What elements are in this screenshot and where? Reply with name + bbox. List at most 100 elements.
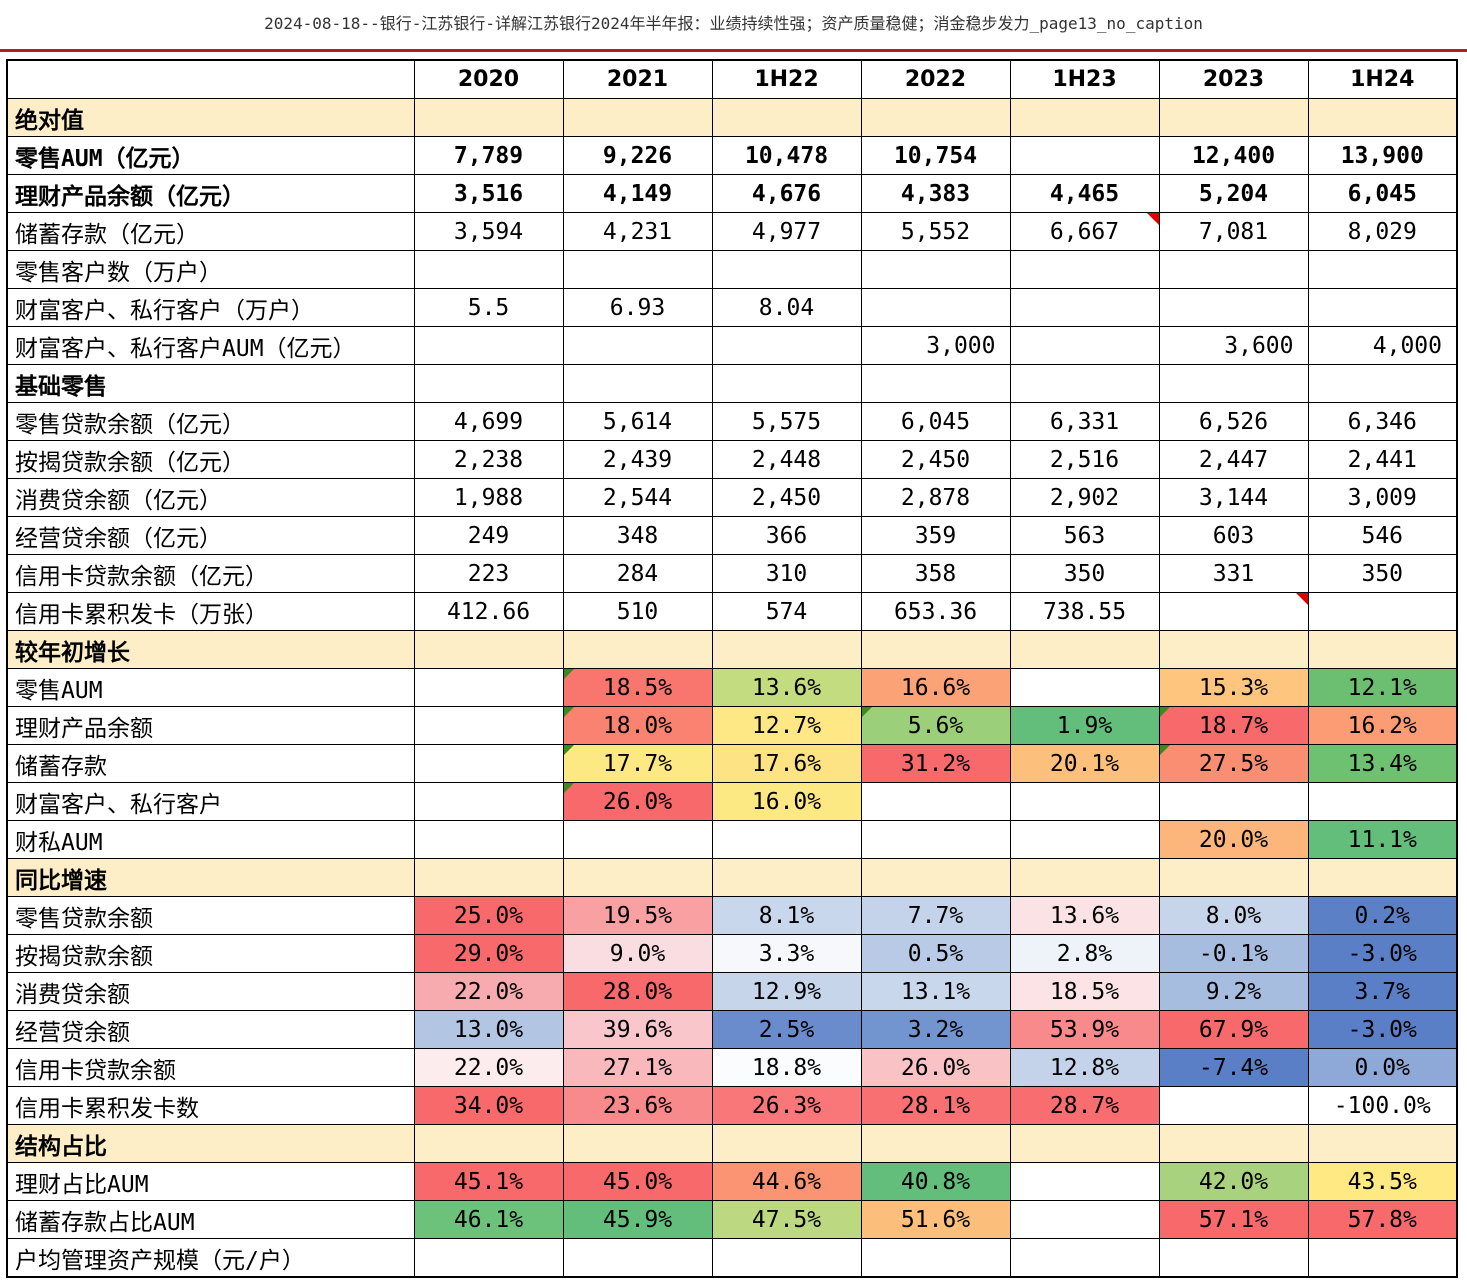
row-label-cell[interactable]: 信用卡贷款余额 [6,1048,415,1087]
data-cell[interactable] [860,250,1011,289]
data-cell[interactable]: 2,544 [562,478,713,517]
data-cell[interactable]: 23.6% [562,1086,713,1125]
data-cell[interactable]: 348 [562,516,713,555]
data-cell[interactable]: 17.6% [711,744,862,783]
data-cell[interactable]: 4,676 [711,174,862,213]
data-cell[interactable]: 39.6% [562,1010,713,1049]
data-cell[interactable] [1307,630,1458,669]
data-cell[interactable]: 359 [860,516,1011,555]
data-cell[interactable]: 45.0% [562,1162,713,1201]
data-cell[interactable] [1158,250,1309,289]
data-cell[interactable]: 358 [860,554,1011,593]
row-label-cell[interactable]: 按揭贷款余额（亿元） [6,440,415,479]
data-cell[interactable]: 3,144 [1158,478,1309,517]
data-cell[interactable] [1158,858,1309,897]
column-header[interactable]: 2023 [1158,59,1309,99]
row-label-cell[interactable]: 较年初增长 [6,630,415,669]
data-cell[interactable] [413,858,564,897]
data-cell[interactable]: 5.6% [860,706,1011,745]
data-cell[interactable] [413,1238,564,1277]
data-cell[interactable] [1158,630,1309,669]
data-cell[interactable]: 45.9% [562,1200,713,1239]
data-cell[interactable] [1009,820,1160,859]
data-cell[interactable]: 6.93 [562,288,713,327]
data-cell[interactable]: 2,516 [1009,440,1160,479]
row-label-cell[interactable]: 零售AUM（亿元） [6,136,415,175]
data-cell[interactable]: 19.5% [562,896,713,935]
data-cell[interactable]: 53.9% [1009,1010,1160,1049]
data-cell[interactable]: 27.5% [1158,744,1309,783]
header-corner-cell[interactable] [6,59,415,99]
data-cell[interactable]: 20.0% [1158,820,1309,859]
data-cell[interactable]: 0.2% [1307,896,1458,935]
data-cell[interactable]: -3.0% [1307,934,1458,973]
column-header[interactable]: 1H22 [711,59,862,99]
data-cell[interactable]: 2,448 [711,440,862,479]
column-header[interactable]: 2020 [413,59,564,99]
data-cell[interactable]: 5,552 [860,212,1011,251]
data-cell[interactable]: 3,594 [413,212,564,251]
data-cell[interactable]: 13.1% [860,972,1011,1011]
data-cell[interactable]: 366 [711,516,862,555]
data-cell[interactable]: 6,045 [1307,174,1458,213]
data-cell[interactable]: 2,878 [860,478,1011,517]
data-cell[interactable]: 4,699 [413,402,564,441]
data-cell[interactable]: 12.8% [1009,1048,1160,1087]
data-cell[interactable]: 13,900 [1307,136,1458,175]
data-cell[interactable]: 16.6% [860,668,1011,707]
data-cell[interactable]: 28.1% [860,1086,1011,1125]
data-cell[interactable]: 2,450 [711,478,862,517]
data-cell[interactable] [860,1124,1011,1163]
data-cell[interactable]: 16.0% [711,782,862,821]
data-cell[interactable]: 9.0% [562,934,713,973]
row-label-cell[interactable]: 结构占比 [6,1124,415,1163]
data-cell[interactable]: 546 [1307,516,1458,555]
data-cell[interactable]: 17.7% [562,744,713,783]
row-label-cell[interactable]: 按揭贷款余额 [6,934,415,973]
data-cell[interactable]: 331 [1158,554,1309,593]
row-label-cell[interactable]: 绝对值 [6,98,415,137]
data-cell[interactable]: 5,614 [562,402,713,441]
data-cell[interactable]: 6,526 [1158,402,1309,441]
data-cell[interactable]: 2,441 [1307,440,1458,479]
data-cell[interactable] [1307,782,1458,821]
data-cell[interactable] [711,1124,862,1163]
row-label-cell[interactable]: 经营贷余额（亿元） [6,516,415,555]
data-cell[interactable]: 574 [711,592,862,631]
data-cell[interactable]: 284 [562,554,713,593]
data-cell[interactable]: 57.1% [1158,1200,1309,1239]
data-cell[interactable]: 28.7% [1009,1086,1160,1125]
data-cell[interactable] [562,858,713,897]
data-cell[interactable]: 350 [1009,554,1160,593]
data-cell[interactable]: 3,009 [1307,478,1458,517]
data-cell[interactable] [711,98,862,137]
data-cell[interactable]: 25.0% [413,896,564,935]
data-cell[interactable] [1158,364,1309,403]
data-cell[interactable] [1009,288,1160,327]
data-cell[interactable] [562,1238,713,1277]
data-cell[interactable]: 6,045 [860,402,1011,441]
data-cell[interactable] [1009,1200,1160,1239]
row-label-cell[interactable]: 理财占比AUM [6,1162,415,1201]
data-cell[interactable] [1307,858,1458,897]
data-cell[interactable] [711,364,862,403]
data-cell[interactable]: 8.0% [1158,896,1309,935]
data-cell[interactable]: 51.6% [860,1200,1011,1239]
data-cell[interactable]: 12,400 [1158,136,1309,175]
column-header[interactable]: 2021 [562,59,713,99]
data-cell[interactable] [1009,364,1160,403]
data-cell[interactable]: 29.0% [413,934,564,973]
data-cell[interactable] [1307,1238,1458,1277]
data-cell[interactable]: 7.7% [860,896,1011,935]
data-cell[interactable]: 412.66 [413,592,564,631]
data-cell[interactable]: 9.2% [1158,972,1309,1011]
row-label-cell[interactable]: 财富客户、私行客户 [6,782,415,821]
data-cell[interactable]: 16.2% [1307,706,1458,745]
data-cell[interactable] [711,1238,862,1277]
row-label-cell[interactable]: 储蓄存款 [6,744,415,783]
data-cell[interactable]: 18.0% [562,706,713,745]
column-header[interactable]: 1H24 [1307,59,1458,99]
data-cell[interactable]: 18.8% [711,1048,862,1087]
data-cell[interactable]: 4,000 [1307,326,1458,365]
data-cell[interactable] [413,326,564,365]
